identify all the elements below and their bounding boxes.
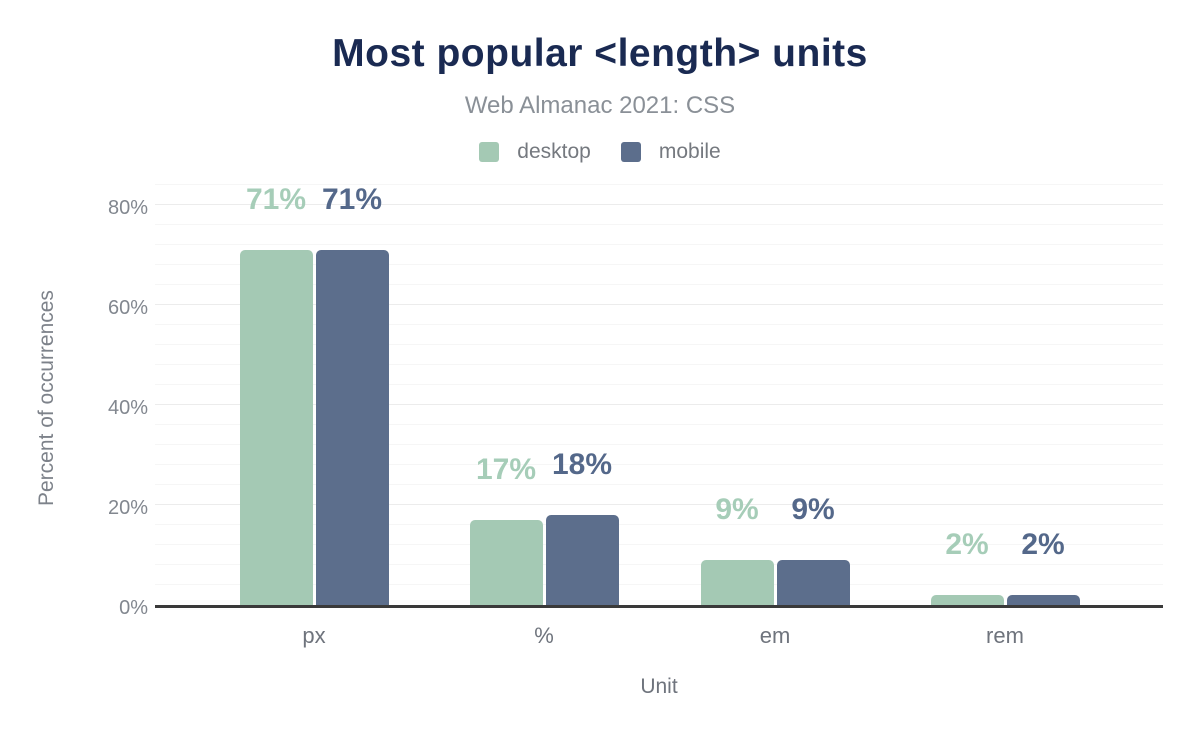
minor-gridline bbox=[155, 384, 1163, 385]
legend-swatch-desktop bbox=[479, 142, 500, 162]
bar-desktop-% bbox=[469, 520, 543, 605]
major-gridline bbox=[155, 404, 1163, 405]
bar-value-label-mobile-em: 9% bbox=[791, 493, 835, 526]
minor-gridline bbox=[155, 424, 1163, 425]
minor-gridline bbox=[155, 224, 1163, 225]
minor-gridline bbox=[155, 184, 1163, 185]
major-gridline bbox=[155, 204, 1163, 205]
y-tick-label-40: 40% bbox=[107, 397, 148, 419]
minor-gridline bbox=[155, 564, 1163, 565]
x-axis-title: Unit bbox=[640, 675, 678, 698]
y-axis-tick-labels: 0% 20% 40% 60% 80% bbox=[0, 188, 148, 618]
legend-item-desktop: desktop bbox=[479, 140, 591, 164]
y-tick-label-60: 60% bbox=[107, 297, 148, 319]
category-label-rem: rem bbox=[986, 623, 1024, 648]
y-tick-label-80: 80% bbox=[107, 197, 148, 219]
legend: desktop mobile bbox=[0, 140, 1200, 164]
legend-label-desktop: desktop bbox=[517, 140, 591, 163]
category-label-px: px bbox=[302, 623, 326, 648]
bar-value-label-desktop-rem: 2% bbox=[945, 528, 989, 561]
bar-mobile-rem bbox=[1006, 595, 1080, 605]
minor-gridline bbox=[155, 264, 1163, 265]
bar-mobile-em bbox=[776, 560, 850, 605]
bar-value-label-desktop-em: 9% bbox=[715, 493, 759, 526]
category-label-em: em bbox=[759, 623, 791, 648]
chart-title: Most popular <length> units bbox=[332, 32, 868, 75]
minor-gridline bbox=[155, 524, 1163, 525]
category-label-%: % bbox=[534, 623, 554, 648]
bar-value-label-mobile-rem: 2% bbox=[1021, 528, 1065, 561]
legend-label-mobile: mobile bbox=[658, 140, 721, 163]
chart-subtitle: Web Almanac 2021: CSS bbox=[464, 92, 736, 119]
y-tick-label-0: 0% bbox=[119, 597, 148, 619]
major-gridline bbox=[155, 504, 1163, 505]
minor-gridline bbox=[155, 464, 1163, 465]
minor-gridline bbox=[155, 544, 1163, 545]
bar-value-label-mobile-px: 71% bbox=[321, 183, 383, 216]
bar-mobile-% bbox=[545, 515, 619, 605]
major-gridline bbox=[155, 304, 1163, 305]
legend-item-mobile: mobile bbox=[620, 140, 721, 164]
bar-value-label-desktop-px: 71% bbox=[245, 183, 307, 216]
minor-gridline bbox=[155, 284, 1163, 285]
bar-desktop-em bbox=[700, 560, 774, 605]
bar-desktop-px bbox=[239, 250, 313, 605]
minor-gridline bbox=[155, 444, 1163, 445]
bar-value-label-mobile-%: 18% bbox=[551, 448, 613, 481]
bar-desktop-rem bbox=[930, 595, 1004, 605]
minor-gridline bbox=[155, 344, 1163, 345]
y-tick-label-20: 20% bbox=[107, 497, 148, 519]
minor-gridline bbox=[155, 244, 1163, 245]
plot-area: Unit 71% 71% px 17% 18%% 9% 9% em 2% 2% rem bbox=[155, 183, 1163, 698]
bar-mobile-px bbox=[315, 250, 389, 605]
bar-value-label-desktop-%: 17% bbox=[475, 453, 537, 486]
minor-gridline bbox=[155, 364, 1163, 365]
minor-gridline bbox=[155, 584, 1163, 585]
minor-gridline bbox=[155, 324, 1163, 325]
legend-swatch-mobile bbox=[620, 142, 641, 162]
minor-gridline bbox=[155, 484, 1163, 485]
